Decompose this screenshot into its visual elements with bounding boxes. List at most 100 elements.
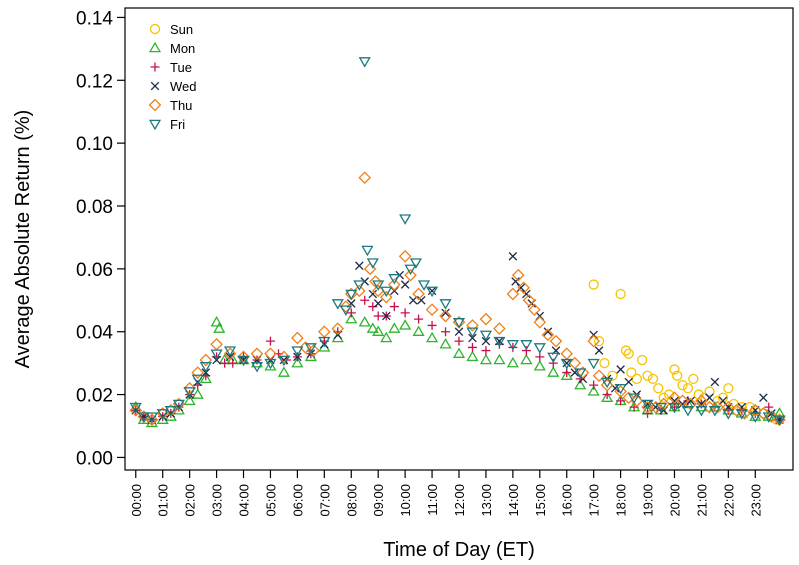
data-point	[548, 358, 558, 368]
data-point	[358, 57, 371, 68]
data-point	[730, 403, 743, 417]
data-point	[522, 289, 531, 299]
data-point	[762, 412, 775, 423]
data-point	[749, 412, 762, 423]
data-point	[723, 383, 734, 394]
data-point	[277, 366, 290, 377]
legend-label: Fri	[170, 117, 185, 132]
data-point	[669, 364, 680, 375]
data-point	[191, 374, 204, 386]
data-point	[549, 334, 563, 348]
data-point	[704, 386, 715, 397]
data-point	[379, 290, 393, 304]
x-tick-label: 11:00	[425, 484, 440, 516]
data-point	[279, 355, 289, 365]
data-point	[409, 258, 422, 269]
data-point	[373, 299, 383, 308]
x-tick-label: 12:00	[452, 484, 467, 517]
data-point	[735, 409, 748, 420]
data-point	[520, 340, 533, 351]
data-point	[183, 387, 196, 398]
data-point	[250, 362, 264, 373]
data-point	[399, 214, 412, 225]
data-point	[657, 397, 671, 411]
data-point	[682, 383, 694, 394]
data-point	[614, 384, 627, 395]
data-point	[137, 412, 150, 423]
data-point	[358, 171, 372, 185]
x-tick-label: 17:00	[587, 484, 602, 517]
x-tick-label: 08:00	[344, 484, 359, 517]
data-point	[225, 352, 235, 362]
data-point	[466, 350, 479, 362]
legend-marker	[150, 81, 160, 91]
data-point	[277, 355, 290, 367]
x-tick-label: 22:00	[721, 484, 736, 517]
y-axis: 0.00 0.02 0.04 0.06 0.08 0.10 0.12 0.14	[76, 8, 125, 469]
data-point	[522, 293, 536, 307]
data-point	[574, 378, 587, 390]
data-point	[339, 300, 353, 313]
data-point	[372, 280, 385, 291]
data-point	[506, 356, 519, 368]
data-point	[452, 318, 466, 329]
x-tick-label: 10:00	[398, 484, 413, 517]
data-point	[368, 289, 378, 299]
x-tick-label: 19:00	[641, 484, 656, 517]
data-point	[479, 330, 493, 342]
data-point	[427, 320, 437, 330]
legend-marker	[150, 62, 160, 72]
legend-label: Wed	[170, 79, 197, 94]
data-point	[210, 316, 223, 327]
data-point	[346, 308, 356, 318]
x-tick-label: 03:00	[210, 484, 225, 517]
x-tick-label: 15:00	[533, 484, 548, 517]
data-point	[533, 343, 546, 354]
x-tick-label: 01:00	[156, 484, 171, 517]
y-tick-label: 0.06	[76, 260, 113, 281]
data-point	[528, 303, 541, 317]
data-point	[417, 296, 426, 305]
data-point	[183, 381, 196, 395]
x-tick-label: 23:00	[748, 484, 763, 517]
data-point	[199, 372, 212, 384]
data-point	[369, 275, 382, 288]
data-point	[493, 353, 506, 365]
data-point	[452, 347, 466, 358]
legend: Sun Mon Tue Wed Thu Fri	[148, 22, 197, 132]
data-point	[681, 406, 695, 417]
data-point	[748, 403, 762, 417]
data-point	[520, 353, 533, 365]
data-point	[722, 409, 735, 420]
x-tick-label: 14:00	[506, 484, 521, 517]
data-point	[191, 366, 205, 379]
data-point	[479, 353, 493, 365]
data-point	[439, 309, 452, 323]
legend-item-wed: Wed	[150, 79, 197, 94]
data-point	[373, 311, 383, 321]
data-point	[589, 380, 599, 390]
data-point	[355, 261, 364, 270]
data-point	[213, 322, 226, 333]
data-point	[759, 393, 768, 402]
data-point	[616, 396, 626, 406]
data-point	[145, 413, 159, 427]
data-point	[757, 407, 770, 420]
y-axis-title: Average Absolute Return (%)	[12, 110, 34, 369]
data-point	[630, 394, 644, 408]
data-point	[439, 299, 452, 310]
legend-label: Mon	[170, 41, 195, 56]
data-point	[366, 322, 379, 333]
data-point	[417, 280, 431, 291]
data-point	[425, 331, 439, 343]
data-point	[331, 299, 344, 310]
data-point	[631, 373, 642, 385]
y-tick-label: 0.02	[76, 386, 113, 407]
data-point	[620, 345, 632, 356]
data-point	[293, 352, 302, 362]
data-point	[607, 370, 618, 381]
data-point	[647, 373, 659, 385]
data-point	[398, 249, 412, 263]
data-point	[404, 268, 417, 282]
x-tick-label: 21:00	[694, 484, 709, 517]
